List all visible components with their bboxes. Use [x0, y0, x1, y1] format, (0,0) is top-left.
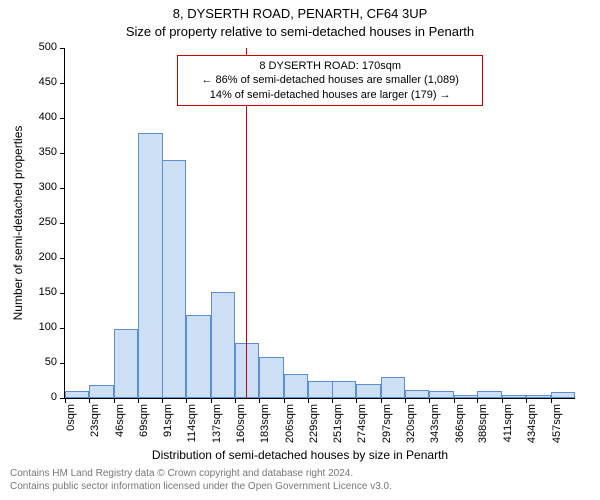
histogram-bar — [89, 385, 113, 398]
histogram-bar — [162, 160, 186, 398]
y-axis-label: Number of semi-detached properties — [11, 126, 25, 321]
y-tick-label: 200 — [39, 251, 57, 263]
histogram-bar — [356, 384, 380, 398]
footer-line-2: Contains public sector information licen… — [10, 481, 392, 494]
y-tick-label: 350 — [39, 146, 57, 158]
x-tick-label: 46sqm — [114, 404, 126, 437]
histogram-bar — [405, 390, 429, 398]
histogram-bar — [526, 395, 550, 399]
histogram-bar — [308, 381, 332, 399]
x-tick-label: 388sqm — [477, 404, 489, 443]
histogram-bar — [235, 343, 259, 398]
x-tick-label: 434sqm — [526, 404, 538, 443]
x-tick-label: 366sqm — [454, 404, 466, 443]
plot-area: 8 DYSERTH ROAD: 170sqm ← 86% of semi-det… — [64, 48, 575, 399]
chart-title-sub: Size of property relative to semi-detach… — [0, 24, 600, 39]
histogram-bar — [259, 357, 283, 398]
annotation-line-1: 8 DYSERTH ROAD: 170sqm — [186, 59, 474, 73]
x-tick-label: 457sqm — [551, 404, 563, 443]
attribution-footer: Contains HM Land Registry data © Crown c… — [10, 468, 392, 493]
chart-title-main: 8, DYSERTH ROAD, PENARTH, CF64 3UP — [0, 6, 600, 21]
histogram-bar — [114, 329, 138, 398]
y-tick-label: 250 — [39, 216, 57, 228]
x-tick-label: 206sqm — [284, 404, 296, 443]
y-tick-label: 500 — [39, 41, 57, 53]
x-tick-label: 343sqm — [429, 404, 441, 443]
x-tick-label: 183sqm — [259, 404, 271, 443]
histogram-bar — [454, 395, 478, 399]
histogram-bar — [211, 292, 235, 398]
histogram-bar — [186, 315, 210, 398]
histogram-bar — [284, 374, 308, 399]
annotation-line-3: 14% of semi-detached houses are larger (… — [186, 88, 474, 102]
y-tick-label: 100 — [39, 321, 57, 333]
y-tick-label: 450 — [39, 76, 57, 88]
footer-line-1: Contains HM Land Registry data © Crown c… — [10, 468, 392, 481]
x-tick-label: 251sqm — [332, 404, 344, 443]
chart-container: 8, DYSERTH ROAD, PENARTH, CF64 3UP Size … — [0, 0, 600, 500]
x-tick-label: 297sqm — [381, 404, 393, 443]
x-tick-label: 320sqm — [405, 404, 417, 443]
y-tick-label: 50 — [45, 356, 57, 368]
y-tick-label: 300 — [39, 181, 57, 193]
annotation-line-2: ← 86% of semi-detached houses are smalle… — [186, 73, 474, 87]
histogram-bar — [65, 391, 89, 398]
y-tick-label: 0 — [51, 391, 57, 403]
y-tick-label: 400 — [39, 111, 57, 123]
x-tick-label: 229sqm — [308, 404, 320, 443]
histogram-bar — [332, 381, 356, 399]
histogram-bar — [477, 391, 501, 398]
histogram-bar — [138, 133, 162, 398]
x-tick-label: 114sqm — [186, 404, 198, 442]
x-tick-label: 0sqm — [65, 404, 77, 431]
x-tick-label: 411sqm — [502, 404, 514, 442]
x-tick-label: 23sqm — [89, 404, 101, 437]
x-tick-label: 69sqm — [138, 404, 150, 437]
x-tick-label: 274sqm — [356, 404, 368, 443]
x-tick-label: 137sqm — [211, 404, 223, 443]
histogram-bar — [551, 392, 575, 398]
annotation-box: 8 DYSERTH ROAD: 170sqm ← 86% of semi-det… — [177, 55, 483, 106]
x-tick-label: 160sqm — [235, 404, 247, 443]
y-tick-label: 150 — [39, 286, 57, 298]
histogram-bar — [502, 395, 526, 399]
histogram-bar — [381, 377, 405, 398]
histogram-bar — [429, 391, 453, 398]
x-axis-label: Distribution of semi-detached houses by … — [0, 448, 600, 462]
x-tick-label: 91sqm — [162, 404, 174, 437]
